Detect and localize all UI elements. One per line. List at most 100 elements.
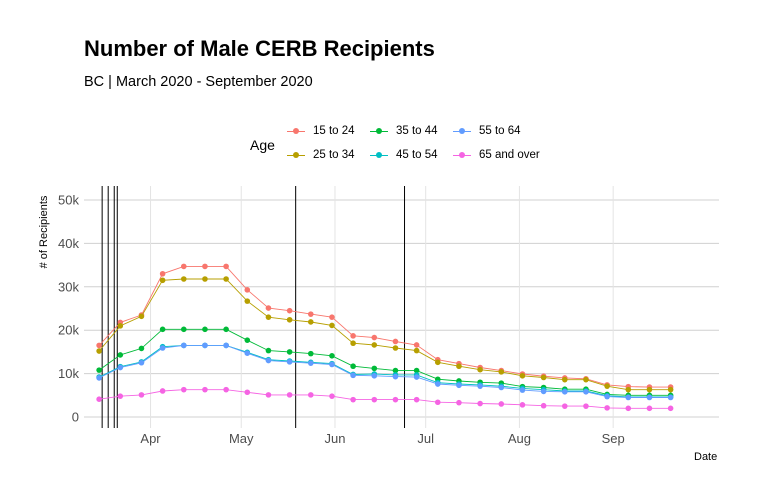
data-point bbox=[202, 276, 208, 282]
data-point bbox=[329, 353, 335, 359]
data-point bbox=[625, 386, 632, 393]
data-point bbox=[350, 333, 356, 339]
series-line bbox=[99, 389, 671, 409]
legend-key-icon bbox=[452, 148, 472, 162]
y-tick-label: 50k bbox=[58, 193, 79, 208]
data-point bbox=[498, 401, 505, 407]
data-point bbox=[456, 382, 462, 389]
legend-item-55-64: 55 to 64 bbox=[452, 124, 521, 138]
data-point bbox=[244, 337, 251, 343]
legend-item-25-34: 25 to 34 bbox=[286, 148, 355, 162]
data-point bbox=[667, 405, 674, 412]
data-point bbox=[223, 276, 229, 282]
data-point bbox=[223, 342, 229, 349]
legend-item-35-44: 35 to 44 bbox=[369, 124, 438, 138]
data-point bbox=[96, 396, 102, 403]
legend-key-icon bbox=[452, 124, 472, 138]
data-point bbox=[202, 386, 208, 393]
data-point bbox=[434, 359, 441, 366]
data-point bbox=[329, 361, 335, 368]
series-line bbox=[98, 265, 671, 388]
data-point bbox=[307, 392, 314, 398]
data-point bbox=[371, 396, 378, 403]
data-point bbox=[371, 365, 378, 372]
data-point bbox=[202, 263, 208, 270]
data-point bbox=[540, 374, 547, 381]
data-point bbox=[392, 396, 399, 403]
data-point bbox=[583, 376, 589, 383]
data-point bbox=[117, 323, 124, 329]
data-point bbox=[519, 372, 526, 379]
data-point bbox=[159, 326, 166, 333]
legend-key-icon bbox=[369, 148, 389, 162]
data-point bbox=[138, 345, 145, 352]
legend-label: 55 to 64 bbox=[479, 125, 521, 137]
data-point bbox=[180, 276, 187, 282]
data-point bbox=[413, 374, 420, 380]
data-point bbox=[392, 338, 399, 345]
data-point bbox=[265, 305, 272, 311]
data-point bbox=[329, 393, 335, 399]
data-point bbox=[667, 386, 674, 393]
y-tick-label: 30k bbox=[58, 279, 79, 294]
data-point bbox=[180, 263, 187, 270]
data-point bbox=[667, 394, 674, 401]
data-point bbox=[519, 402, 526, 408]
data-point bbox=[561, 376, 568, 383]
data-point bbox=[244, 287, 251, 293]
data-point bbox=[180, 326, 187, 333]
data-point bbox=[307, 360, 314, 366]
legend-item-15-24: 15 to 24 bbox=[286, 124, 355, 138]
data-point bbox=[625, 405, 632, 412]
data-point bbox=[202, 342, 208, 349]
data-point bbox=[138, 313, 145, 320]
x-axis-label: Date bbox=[694, 451, 718, 463]
data-point bbox=[244, 298, 251, 304]
data-point bbox=[159, 388, 166, 394]
data-point bbox=[477, 366, 483, 373]
data-point bbox=[604, 383, 610, 389]
data-point bbox=[456, 399, 462, 406]
data-point bbox=[117, 364, 124, 371]
data-point bbox=[307, 319, 314, 325]
data-point bbox=[456, 363, 462, 370]
data-point bbox=[286, 316, 293, 323]
data-point bbox=[604, 393, 610, 400]
y-tick-label: 20k bbox=[58, 323, 79, 338]
data-point bbox=[540, 388, 547, 395]
legend-item-45-54: 45 to 54 bbox=[369, 148, 438, 162]
data-point bbox=[646, 386, 653, 393]
data-point bbox=[159, 270, 166, 277]
data-point bbox=[223, 263, 229, 270]
data-point bbox=[371, 342, 378, 348]
x-tick-label: Jul bbox=[417, 431, 434, 446]
data-point bbox=[307, 350, 314, 357]
y-tick-label: 0 bbox=[72, 410, 79, 425]
data-point bbox=[540, 402, 547, 409]
series-line bbox=[98, 344, 671, 398]
data-point bbox=[138, 359, 145, 366]
data-point bbox=[583, 389, 589, 395]
legend-item-65-over: 65 and over bbox=[452, 148, 540, 162]
data-point bbox=[413, 367, 420, 374]
data-point bbox=[223, 326, 229, 333]
data-point bbox=[286, 359, 293, 365]
data-point bbox=[646, 405, 653, 412]
legend-key-icon bbox=[369, 124, 389, 138]
legend-key-icon bbox=[286, 148, 306, 162]
data-point bbox=[413, 342, 420, 348]
data-point bbox=[286, 349, 293, 355]
data-point bbox=[350, 396, 356, 403]
data-point bbox=[625, 394, 632, 401]
data-point bbox=[413, 347, 420, 354]
data-point bbox=[646, 394, 653, 401]
data-point bbox=[561, 389, 568, 395]
x-tick-label: Sep bbox=[602, 431, 625, 446]
data-point bbox=[244, 389, 251, 396]
data-point bbox=[96, 367, 102, 373]
chart-subtitle: BC | March 2020 - September 2020 bbox=[84, 74, 313, 90]
data-point bbox=[265, 347, 272, 354]
series-line bbox=[98, 328, 671, 396]
data-point bbox=[138, 392, 145, 398]
